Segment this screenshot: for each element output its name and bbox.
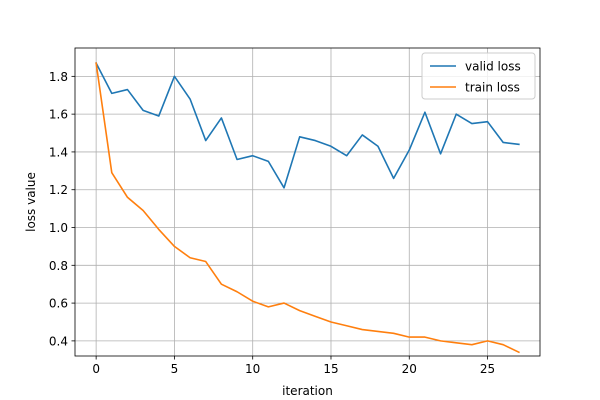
y-tick-label: 1.8 xyxy=(49,70,68,84)
x-tick-label: 25 xyxy=(480,362,495,376)
x-axis-label: iteration xyxy=(282,384,333,398)
series-line-valid-loss xyxy=(95,62,520,189)
y-tick-label: 0.4 xyxy=(49,334,68,348)
x-tick-label: 5 xyxy=(171,362,179,376)
legend: valid loss train loss xyxy=(421,52,536,100)
x-tick-label: 10 xyxy=(245,362,260,376)
y-tick-label: 0.8 xyxy=(49,259,68,273)
y-tick-label: 1.2 xyxy=(49,183,68,197)
y-tick-label: 0.6 xyxy=(49,297,68,311)
series-lines xyxy=(95,62,520,354)
x-tick-label: 20 xyxy=(402,362,417,376)
y-axis-label: loss value xyxy=(24,172,38,232)
x-tick-label: 0 xyxy=(92,362,100,376)
series-line-train-loss xyxy=(95,62,520,354)
y-tick-label: 1.4 xyxy=(49,145,68,159)
legend-label-valid-loss: valid loss xyxy=(465,60,521,74)
axis-ticks: 0 5 10 15 20 25 0.4 0.6 0.8 1.0 1.2 1.4 1.6 1.8 xyxy=(49,70,495,376)
legend-label-train-loss: train loss xyxy=(465,81,520,95)
plot-frame xyxy=(74,47,541,357)
y-tick-label: 1.6 xyxy=(49,108,68,122)
y-tick-label: 1.0 xyxy=(49,221,68,235)
x-tick-label: 15 xyxy=(323,362,338,376)
